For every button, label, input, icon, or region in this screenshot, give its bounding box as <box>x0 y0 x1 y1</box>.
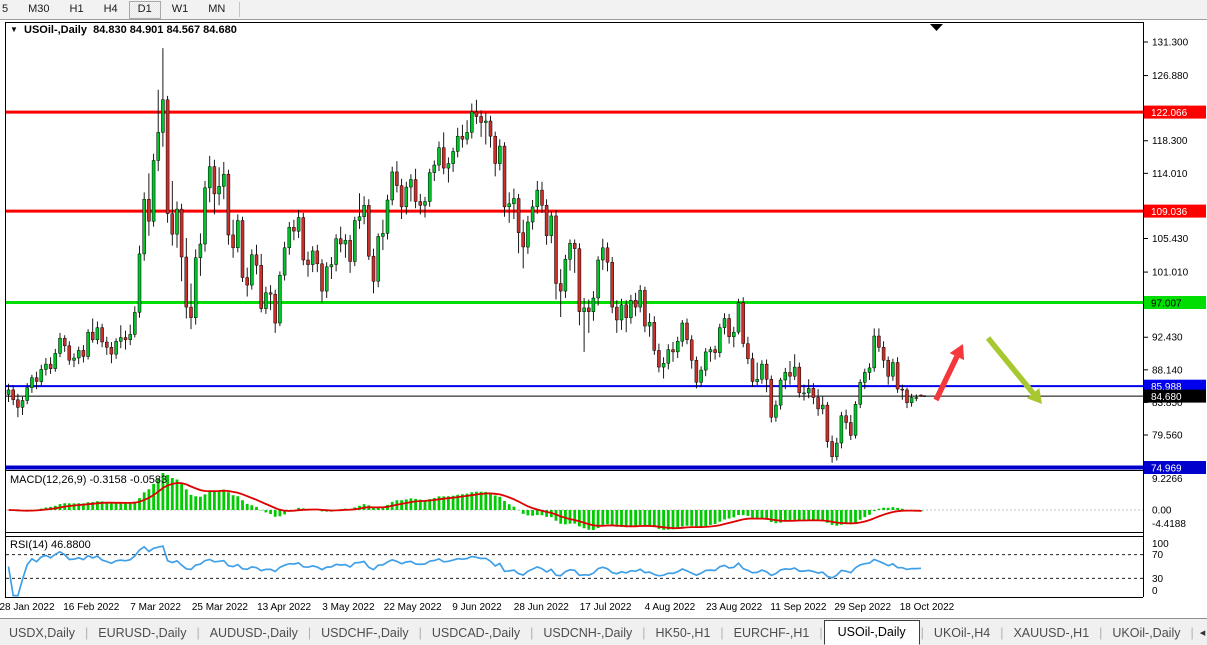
tab-ukoil-h4[interactable]: UKOil-,H4 <box>933 625 991 640</box>
tab-usdx-daily[interactable]: USDX,Daily <box>9 625 75 640</box>
svg-text:83.850: 83.850 <box>1152 398 1183 409</box>
svg-text:0.00: 0.00 <box>1152 506 1172 517</box>
tab-separator: | <box>642 625 646 640</box>
svg-text:3 May 2022: 3 May 2022 <box>322 602 375 613</box>
tab-separator: | <box>819 625 823 640</box>
svg-text:109.036: 109.036 <box>1151 207 1188 218</box>
tab-eurchf-h1[interactable]: EURCHF-,H1 <box>733 625 810 640</box>
tab-eurusd-daily[interactable]: EURUSD-,Daily <box>98 625 187 640</box>
svg-text:9.2266: 9.2266 <box>1152 474 1183 485</box>
bearish-arrow[interactable] <box>985 336 1042 404</box>
timeframe-button-h1[interactable]: H1 <box>69 2 84 15</box>
tab-separator: | <box>196 625 200 640</box>
svg-text:114.010: 114.010 <box>1152 169 1188 180</box>
tab-usdcnh-daily[interactable]: USDCNH-,Daily <box>543 625 633 640</box>
svg-text:17 Jul 2022: 17 Jul 2022 <box>580 602 632 613</box>
svg-text:131.300: 131.300 <box>1152 38 1189 49</box>
svg-text:7 Mar 2022: 7 Mar 2022 <box>130 602 181 613</box>
svg-text:85.988: 85.988 <box>1151 382 1182 393</box>
price-scale[interactable]: 131.300 126.880 118.300 114.010 105.430 101.0… <box>1143 38 1206 475</box>
timeframe-button-d1[interactable]: D1 <box>128 0 161 19</box>
svg-text:29 Sep 2022: 29 Sep 2022 <box>834 602 891 613</box>
tab-audusd-daily[interactable]: AUDUSD-,Daily <box>209 625 298 640</box>
svg-text:88.140: 88.140 <box>1152 365 1183 376</box>
timeframe-button-m30[interactable]: M30 <box>28 2 50 15</box>
svg-text:4 Aug 2022: 4 Aug 2022 <box>645 602 696 613</box>
tab-usdcad-daily[interactable]: USDCAD-,Daily <box>431 625 521 640</box>
svg-text:122.066: 122.066 <box>1151 108 1188 119</box>
svg-text:74.969: 74.969 <box>1151 463 1182 474</box>
svg-text:22 May 2022: 22 May 2022 <box>384 602 442 613</box>
bullish-arrow[interactable] <box>933 344 965 402</box>
svg-text:-4.4188: -4.4188 <box>1152 519 1186 530</box>
time-scale[interactable]: 28 Jan 2022 16 Feb 2022 7 Mar 2022 25 Mar 2… <box>0 602 955 613</box>
svg-text:23 Aug 2022: 23 Aug 2022 <box>706 602 763 613</box>
macd-indicator-label: MACD(12,26,9) -0.3158 -0.0583 <box>10 474 168 486</box>
macd-scale[interactable]: 9.2266 0.00 -4.4188 <box>1152 474 1186 530</box>
last-bar-marker-icon <box>930 24 943 31</box>
svg-text:0: 0 <box>1152 586 1158 597</box>
svg-text:18 Oct 2022: 18 Oct 2022 <box>900 602 955 613</box>
symbol-tab-bar: USDX,Daily | EURUSD-,Daily | AUDUSD-,Daily | U… <box>0 618 1207 645</box>
chart-title-ohlc: USOil-,Daily 84.830 84.901 84.567 84.680 <box>24 24 237 36</box>
svg-text:101.010: 101.010 <box>1152 268 1189 279</box>
svg-text:9 Jun 2022: 9 Jun 2022 <box>452 602 502 613</box>
svg-text:126.880: 126.880 <box>1152 71 1189 82</box>
svg-text:70: 70 <box>1152 550 1164 561</box>
chart-frame <box>5 22 1144 598</box>
svg-text:16 Feb 2022: 16 Feb 2022 <box>63 602 120 613</box>
svg-text:105.430: 105.430 <box>1152 234 1189 245</box>
tab-separator: | <box>1000 625 1004 640</box>
timeframe-button-5[interactable]: 5 <box>2 2 9 15</box>
timeframe-button-mn[interactable]: MN <box>208 2 226 15</box>
toolbar-separator <box>239 2 241 17</box>
svg-text:97.007: 97.007 <box>1151 298 1182 309</box>
rsi-indicator-label: RSI(14) 46.8800 <box>10 539 91 551</box>
tab-ukoil-daily[interactable]: UKOil-,Daily <box>1112 625 1181 640</box>
tab-separator: | <box>418 625 422 640</box>
svg-text:79.560: 79.560 <box>1152 431 1183 442</box>
tab-scroll-left-icon[interactable]: ◂ <box>1199 627 1206 639</box>
svg-text:28 Jan 2022: 28 Jan 2022 <box>0 602 55 613</box>
svg-text:28 Jun 2022: 28 Jun 2022 <box>514 602 569 613</box>
tab-usoil-daily[interactable]: USOil-,Daily <box>823 619 920 645</box>
chart-surface[interactable]: 131.300 126.880 118.300 114.010 105.430 101.0… <box>0 0 1207 618</box>
svg-text:100: 100 <box>1152 539 1169 550</box>
tab-hk50-h1[interactable]: HK50-,H1 <box>655 625 711 640</box>
svg-text:118.300: 118.300 <box>1152 136 1188 147</box>
svg-text:84.680: 84.680 <box>1151 392 1182 403</box>
tab-separator: | <box>1190 625 1194 640</box>
chart-title-collapse-icon[interactable]: ▼ <box>10 25 18 34</box>
svg-text:30: 30 <box>1152 574 1164 585</box>
rsi-indicator <box>6 545 1143 597</box>
tab-separator: | <box>530 625 534 640</box>
tab-usdchf-daily[interactable]: USDCHF-,Daily <box>321 625 409 640</box>
macd-indicator <box>6 473 1143 530</box>
svg-text:11 Sep 2022: 11 Sep 2022 <box>770 602 826 613</box>
tab-separator: | <box>920 625 924 640</box>
tab-separator: | <box>1099 625 1103 640</box>
timeframe-button-h4[interactable]: H4 <box>103 2 118 15</box>
horizontal-level-lines[interactable] <box>6 110 1143 470</box>
svg-text:92.430: 92.430 <box>1152 333 1183 344</box>
tab-separator: | <box>720 625 724 640</box>
tab-separator: | <box>307 625 312 640</box>
timeframe-toolbar: 5 M30 H1 H4 D1 W1 MN <box>0 0 1207 20</box>
tab-xauusd-h1[interactable]: XAUUSD-,H1 <box>1013 625 1090 640</box>
svg-text:13 Apr 2022: 13 Apr 2022 <box>257 602 311 613</box>
svg-text:25 Mar 2022: 25 Mar 2022 <box>192 602 249 613</box>
tab-separator: | <box>85 625 89 640</box>
timeframe-button-w1[interactable]: W1 <box>171 2 189 15</box>
candlestick-series <box>6 48 926 463</box>
